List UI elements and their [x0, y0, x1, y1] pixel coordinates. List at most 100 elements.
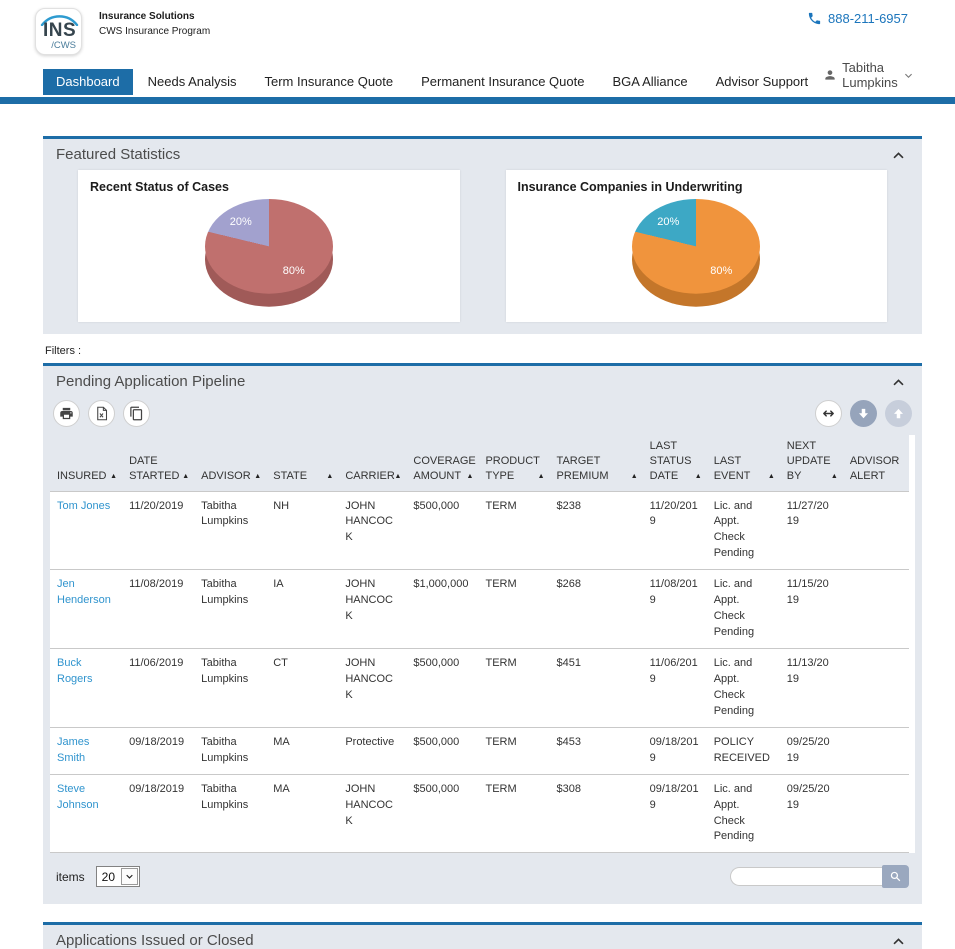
cell-last-event: Lic. and Appt. Check Pending [706, 569, 780, 649]
resize-horizontal-button[interactable] [815, 400, 842, 427]
nav-tab-term-insurance-quote[interactable]: Term Insurance Quote [264, 74, 394, 89]
user-menu[interactable]: Tabitha Lumpkins [823, 60, 914, 95]
insured-link[interactable]: Jen Henderson [57, 578, 111, 607]
cell-coverage-amount: $500,000 [406, 648, 479, 728]
user-name: Tabitha Lumpkins [842, 60, 898, 90]
cell-last-status-date: 11/08/2019 [642, 569, 707, 649]
sort-asc-icon: ▲ [254, 473, 262, 481]
print-button[interactable] [53, 400, 80, 427]
nav-tab-permanent-insurance-quote[interactable]: Permanent Insurance Quote [421, 74, 585, 89]
cell-product-type: TERM [478, 491, 550, 570]
featured-statistics-panel: Featured Statistics Recent Status of Cas… [43, 136, 922, 334]
sort-asc-icon: ▲ [394, 473, 402, 481]
print-icon [60, 407, 73, 420]
column-header-next-update-by[interactable]: NEXT UPDATE BY ▲ [779, 435, 843, 492]
nav-tab-dashboard[interactable]: Dashboard [43, 69, 133, 95]
cell-last-event: Lic. and Appt. Check Pending [706, 491, 780, 570]
pie-chart-underwriting: 20% 80% [632, 199, 761, 312]
move-up-icon [894, 408, 903, 419]
phone-icon [807, 11, 822, 26]
search-button[interactable] [882, 865, 909, 889]
table-row: Jen Henderson 11/08/2019 Tabitha Lumpkins I… [50, 569, 909, 649]
table-header-row: INSURED ▲ DATE STARTED ▲ ADVISOR ▲ STATE ▲ CARRI… [50, 435, 909, 492]
cell-advisor: Tabitha Lumpkins [194, 774, 267, 853]
search-input[interactable] [730, 867, 882, 887]
cell-carrier: Protective [338, 727, 407, 775]
table-row: James Smith 09/18/2019 Tabitha Lumpkins MA P… [50, 727, 909, 775]
cell-date-started: 11/20/2019 [122, 491, 195, 570]
column-label: INSURED [57, 469, 107, 482]
resize-horizontal-icon [823, 410, 834, 417]
column-header-advisor[interactable]: ADVISOR ▲ [194, 435, 267, 492]
cell-next-update-by: 11/15/2019 [779, 569, 843, 649]
logo-text-cws: /CWS [51, 40, 76, 51]
sort-asc-icon: ▲ [694, 473, 702, 481]
column-header-last-event[interactable]: LAST EVENT ▲ [706, 435, 780, 492]
insured-link[interactable]: Buck Rogers [57, 657, 93, 685]
pie-slice-label: 80% [710, 265, 733, 277]
chart-title: Recent Status of Cases [90, 180, 229, 194]
column-label: COVERAGE AMOUNT [413, 454, 476, 482]
cell-advisor-alert [842, 774, 909, 853]
move-down-icon [859, 408, 868, 419]
cell-next-update-by: 11/13/2019 [779, 648, 843, 728]
sort-asc-icon: ▲ [326, 473, 334, 481]
copy-button[interactable] [123, 400, 150, 427]
column-label: CARRIER [345, 469, 395, 482]
insured-link[interactable]: Tom Jones [57, 499, 111, 512]
column-header-state[interactable]: STATE ▲ [266, 435, 339, 492]
page-size-select[interactable]: 20 [95, 866, 141, 888]
cell-advisor-alert [842, 569, 909, 649]
column-header-date-started[interactable]: DATE STARTED ▲ [122, 435, 195, 492]
sort-asc-icon: ▲ [466, 473, 474, 481]
column-header-product-type[interactable]: PRODUCT TYPE ▲ [478, 435, 550, 492]
cell-advisor: Tabitha Lumpkins [194, 648, 267, 728]
sort-asc-icon: ▲ [630, 473, 638, 481]
cell-last-event: Lic. and Appt. Check Pending [706, 648, 780, 728]
insured-link[interactable]: Steve Johnson [57, 782, 99, 811]
cell-insured: Jen Henderson [50, 569, 123, 649]
column-header-carrier[interactable]: CARRIER ▲ [338, 435, 407, 492]
column-header-last-status-date[interactable]: LAST STATUS DATE ▲ [642, 435, 707, 492]
collapse-panel-button[interactable] [889, 147, 908, 163]
issued-closed-panel: Applications Issued or Closed INSURED▲AD… [43, 922, 922, 949]
select-chevron-icon [121, 868, 139, 886]
phone-number: 888-211-6957 [828, 11, 908, 26]
column-header-advisor-alert: ADVISOR ALERT [842, 435, 909, 492]
column-label: NEXT UPDATE BY [786, 440, 831, 482]
cell-next-update-by: 11/27/2019 [779, 491, 843, 570]
cell-advisor: Tabitha Lumpkins [194, 569, 267, 649]
cell-target-premium: $268 [549, 569, 643, 649]
cell-product-type: TERM [478, 727, 550, 775]
column-label: STATE [273, 469, 308, 482]
cell-coverage-amount: $1,000,000 [406, 569, 479, 649]
cell-insured: Buck Rogers [50, 648, 123, 728]
collapse-panel-button[interactable] [889, 374, 908, 390]
column-header-target-premium[interactable]: TARGET PREMIUM ▲ [549, 435, 643, 492]
move-up-button[interactable] [885, 400, 912, 427]
phone-link[interactable]: 888-211-6957 [807, 8, 908, 26]
move-down-button[interactable] [850, 400, 877, 427]
main-nav: Dashboard Needs Analysis Term Insurance Qu… [43, 69, 823, 95]
nav-tab-bga-alliance[interactable]: BGA Alliance [612, 74, 688, 89]
filters-label: Filters : [45, 345, 82, 357]
pending-table-wrap: INSURED ▲ DATE STARTED ▲ ADVISOR ▲ STATE ▲ CARRI… [50, 435, 915, 854]
column-header-insured[interactable]: INSURED ▲ [50, 435, 123, 492]
collapse-panel-button[interactable] [889, 933, 908, 949]
nav-tab-needs-analysis[interactable]: Needs Analysis [147, 74, 237, 89]
column-header-coverage-amount[interactable]: COVERAGE AMOUNT ▲ [406, 435, 479, 492]
grid-actions-left [53, 400, 150, 427]
sort-asc-icon: ▲ [830, 473, 838, 481]
pie-chart-card-status: Recent Status of Cases 20% 80% [78, 170, 460, 322]
export-excel-icon [97, 406, 108, 421]
cell-last-status-date: 11/06/2019 [642, 648, 707, 728]
insured-link[interactable]: James Smith [57, 735, 90, 764]
page-size-value: 20 [101, 869, 116, 884]
cell-date-started: 11/06/2019 [122, 648, 195, 728]
cell-advisor: Tabitha Lumpkins [194, 491, 267, 570]
sort-asc-icon: ▲ [767, 473, 775, 481]
logo-text-ins: INS [43, 20, 77, 41]
export-excel-button[interactable] [88, 400, 115, 427]
nav-tab-advisor-support[interactable]: Advisor Support [715, 74, 809, 89]
cell-last-event: Lic. and Appt. Check Pending [706, 774, 780, 853]
